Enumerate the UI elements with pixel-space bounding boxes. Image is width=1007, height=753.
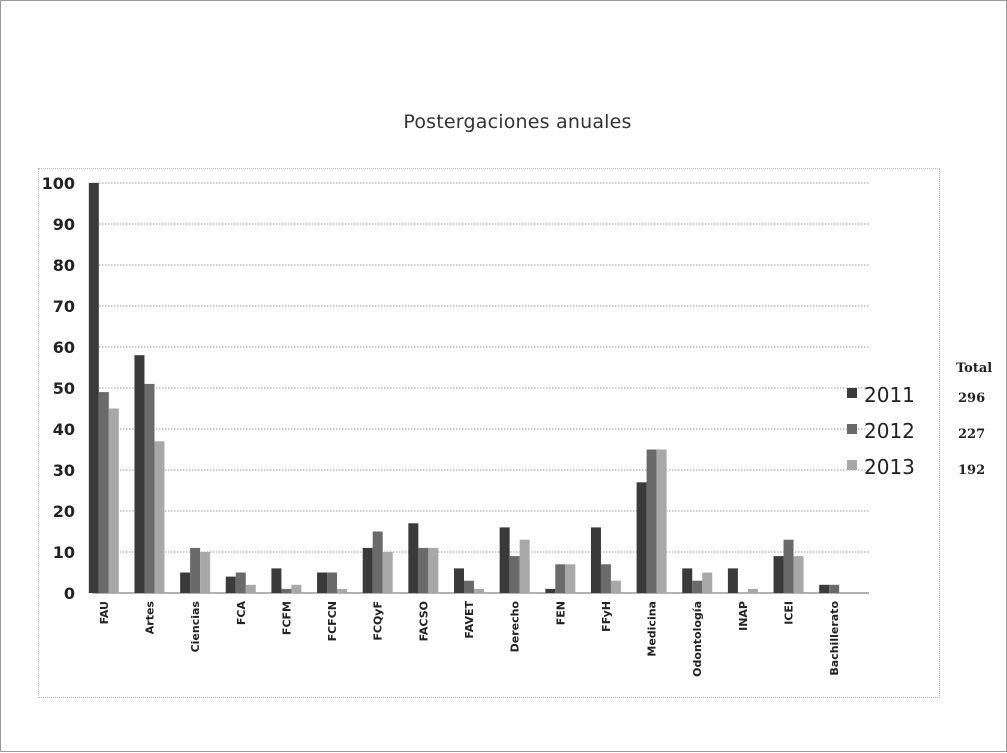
x-tick-label: FAVET <box>463 601 476 639</box>
bar <box>590 527 601 593</box>
legend-label: 2011 <box>864 383 915 407</box>
legend-swatch <box>847 424 857 434</box>
bar <box>783 539 794 593</box>
bar <box>610 580 621 593</box>
x-tick-label: Artes <box>143 601 156 635</box>
bar <box>656 449 667 593</box>
y-tick-label: 50 <box>53 379 75 398</box>
bar <box>362 547 373 593</box>
bar <box>408 523 419 593</box>
bar <box>134 355 145 593</box>
bar <box>271 568 282 593</box>
y-tick-label: 90 <box>53 215 75 234</box>
y-tick-label: 60 <box>53 338 75 357</box>
bar <box>144 383 155 593</box>
y-tick-label: 40 <box>53 420 75 439</box>
bar <box>499 527 510 593</box>
y-tick-label: 0 <box>64 584 75 603</box>
bar <box>98 392 109 593</box>
bar <box>200 552 211 593</box>
bar <box>773 556 784 593</box>
chart-frame <box>38 168 940 698</box>
bar <box>819 584 830 593</box>
x-tick-label: ICEI <box>783 601 796 625</box>
bar <box>474 588 484 593</box>
legend-swatch <box>847 460 857 470</box>
bar <box>702 572 713 593</box>
legend-label: 2013 <box>864 455 915 479</box>
bar <box>281 588 292 593</box>
x-tick-label: FCFCN <box>326 601 339 641</box>
total-value: 296 <box>958 391 985 406</box>
bar <box>291 584 302 593</box>
total-value: 227 <box>958 427 985 442</box>
bar <box>519 539 530 593</box>
y-tick-label: 100 <box>42 174 75 193</box>
y-tick-label: 30 <box>53 461 75 480</box>
x-tick-label: FCFM <box>280 601 293 635</box>
bar <box>428 547 439 593</box>
bar <box>600 564 611 593</box>
x-tick-label: FACSO <box>417 601 430 641</box>
bar <box>88 183 99 593</box>
x-tick-label: Medicina <box>646 601 659 657</box>
bar <box>317 572 328 593</box>
bar <box>372 531 383 593</box>
bar <box>190 547 201 593</box>
bar <box>382 552 393 593</box>
bar <box>464 580 474 593</box>
bar <box>747 588 758 593</box>
legend-label: 2012 <box>864 419 915 443</box>
bar <box>646 449 657 593</box>
x-tick-label: Odontología <box>691 601 704 677</box>
bar <box>327 572 338 593</box>
bar <box>829 584 840 593</box>
x-tick-label: FEN <box>554 601 567 625</box>
bar <box>636 482 647 593</box>
y-tick-label: 10 <box>53 543 75 562</box>
x-tick-label: INAP <box>737 601 750 631</box>
bar <box>337 588 348 593</box>
bar <box>180 572 191 593</box>
y-tick-label: 20 <box>53 502 75 521</box>
bar <box>154 441 165 593</box>
x-tick-label: Derecho <box>509 601 522 653</box>
bar <box>727 568 738 593</box>
x-tick-label: FCQyF <box>372 601 385 641</box>
bar <box>418 547 429 593</box>
bar <box>793 556 804 593</box>
chart-title: Postergaciones anuales <box>403 111 632 133</box>
bar <box>245 584 256 593</box>
bar <box>509 556 520 593</box>
x-tick-label: Bachillerato <box>828 601 841 676</box>
bar <box>565 564 576 593</box>
bar <box>235 572 246 593</box>
bar <box>545 588 556 593</box>
bar <box>225 576 236 593</box>
x-tick-label: FCA <box>235 601 248 626</box>
y-tick-label: 70 <box>53 297 75 316</box>
bar <box>108 408 119 593</box>
bar <box>682 568 693 593</box>
bar <box>555 564 566 593</box>
x-tick-label: Ciencias <box>189 601 202 653</box>
x-tick-label: FAU <box>98 601 111 624</box>
legend-swatch <box>847 388 857 398</box>
totals-header: Total <box>956 361 992 376</box>
x-tick-label: FFyH <box>600 601 613 632</box>
y-tick-label: 80 <box>53 256 75 275</box>
bar <box>454 568 464 593</box>
bar <box>692 580 703 593</box>
total-value: 192 <box>958 463 985 478</box>
